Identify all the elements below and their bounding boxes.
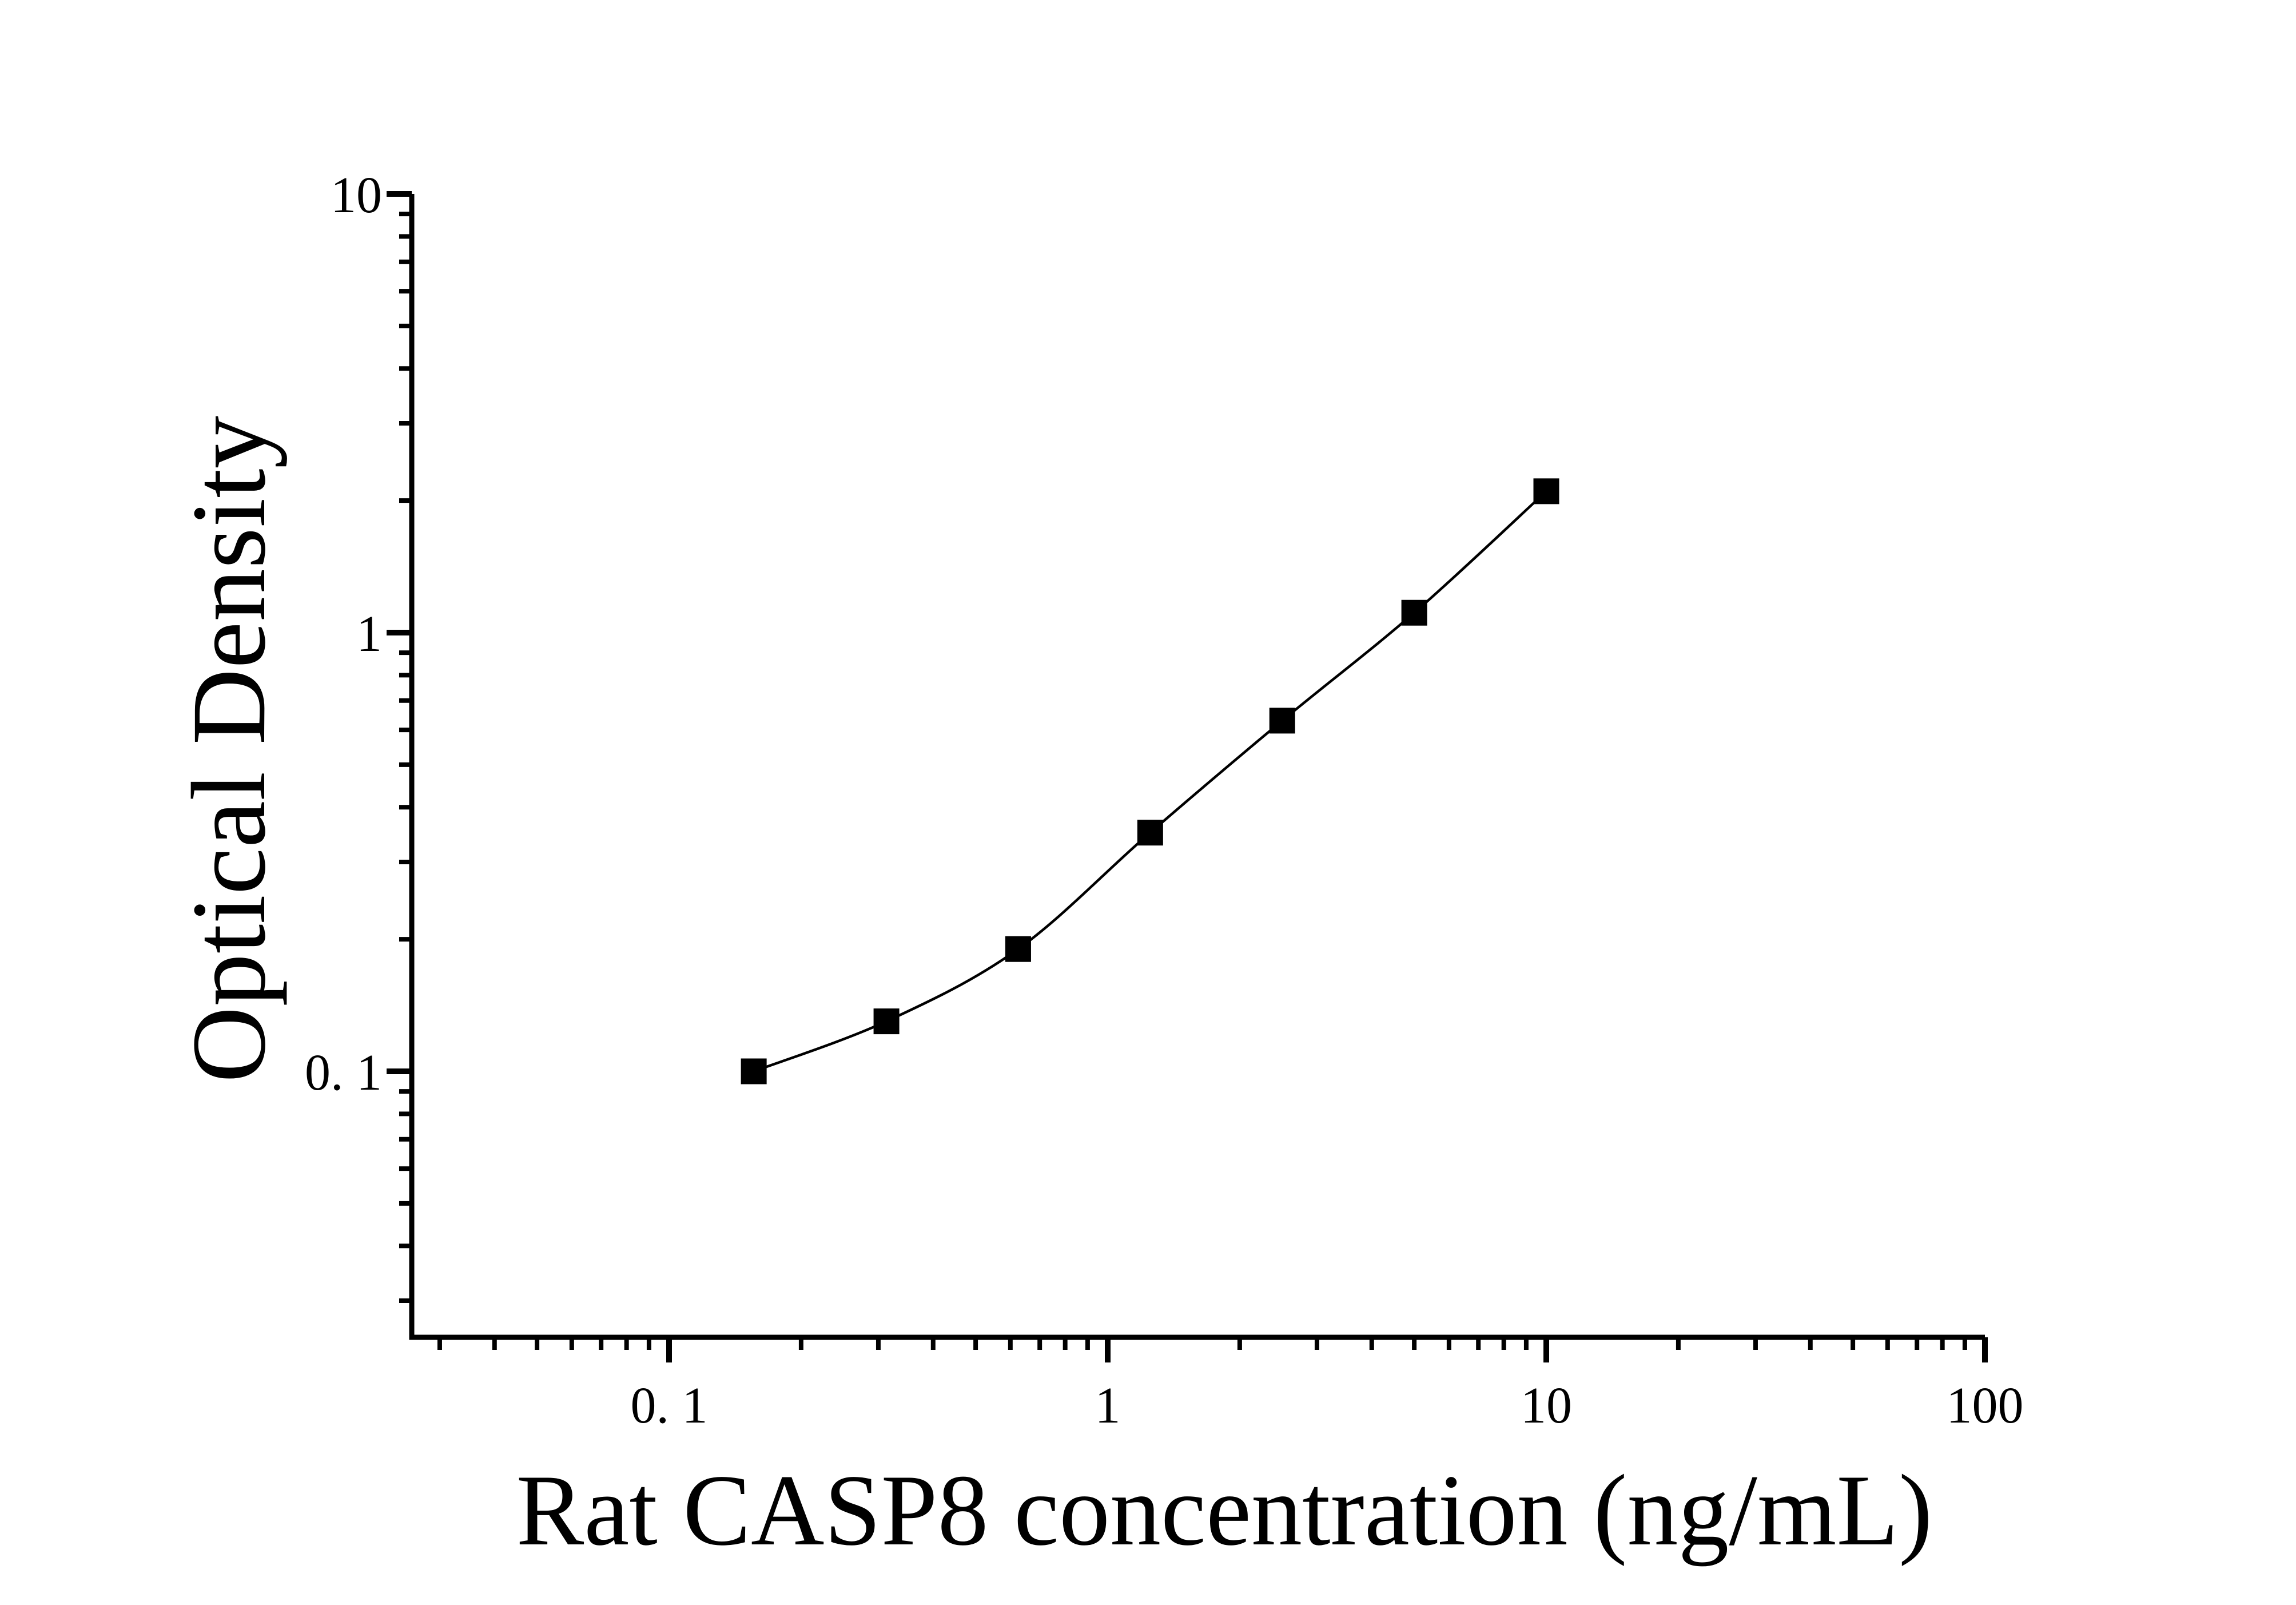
axis-lines bbox=[409, 194, 1985, 1340]
data-point-marker bbox=[1005, 936, 1031, 962]
data-point-marker bbox=[1401, 599, 1427, 626]
y-tick-label: 1 bbox=[356, 606, 382, 662]
data-point-marker bbox=[1137, 820, 1163, 846]
x-tick-label: 100 bbox=[1947, 1377, 2024, 1434]
data-point-marker bbox=[1533, 478, 1559, 504]
data-point-marker bbox=[741, 1058, 767, 1084]
x-tick-label: 1 bbox=[1095, 1377, 1121, 1434]
y-tick-label: 10 bbox=[331, 167, 382, 224]
x-tick-label: 0. 1 bbox=[631, 1377, 708, 1434]
x-axis-title: Rat CASP8 concentration (ng/mL) bbox=[516, 1453, 1933, 1567]
x-tick-label: 10 bbox=[1521, 1377, 1572, 1434]
y-tick-label: 0. 1 bbox=[305, 1044, 382, 1101]
data-point-marker bbox=[1269, 708, 1295, 734]
standard-curve-line bbox=[753, 490, 1547, 1073]
data-point-marker bbox=[873, 1008, 900, 1035]
plot-area: 0. 1 1 10 100 10 1 0. 1 bbox=[305, 167, 2024, 1434]
y-axis-title: Optical Density bbox=[170, 416, 288, 1083]
